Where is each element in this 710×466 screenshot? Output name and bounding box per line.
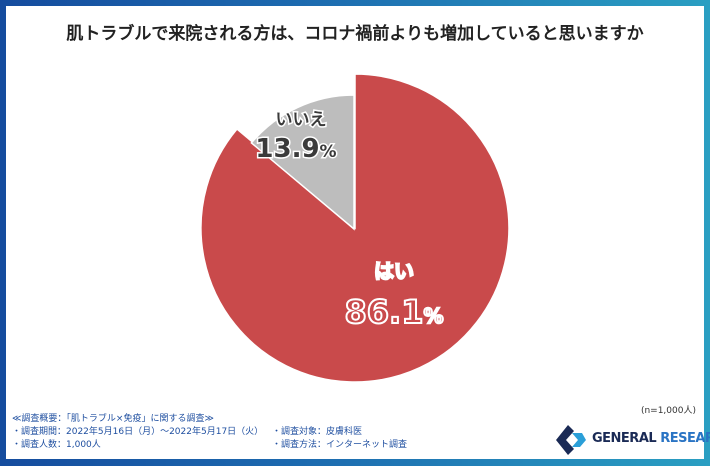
logo-mark-icon <box>556 425 586 455</box>
sample-size-note: (n=1,000人) <box>640 406 696 416</box>
survey-summary: ≪調査概要：「肌トラブル×免疫」に関する調査≫ ・調査期間：2022年5月16日… <box>12 413 572 452</box>
survey-count: ・調査人数：1,000人 <box>12 440 101 450</box>
logo-word-research: RESEARCH <box>660 431 710 446</box>
logo-word-general: GENERAL <box>592 431 657 446</box>
pie-slice-no[interactable] <box>250 94 355 231</box>
survey-period: ・調査期間：2022年5月16日（月）～2022年5月17日（火） <box>12 427 264 437</box>
value-yes: 86.1% <box>345 293 444 331</box>
chart-title: 肌トラブルで来院される方は、コロナ禍前よりも増加していると思いますか <box>66 24 644 44</box>
survey-method: ・調査方法：インターネット調査 <box>272 440 408 450</box>
label-yes: はい <box>374 259 414 283</box>
general-research-logo: GENERAL RESEARCH <box>552 423 710 455</box>
survey-heading: ≪調査概要：「肌トラブル×免疫」に関する調査≫ <box>12 414 214 424</box>
survey-target: ・調査対象：皮膚科医 <box>272 427 363 437</box>
pie-slice-yes[interactable] <box>200 73 510 383</box>
value-no: 13.9% <box>255 134 336 164</box>
label-no: いいえ <box>276 110 327 130</box>
